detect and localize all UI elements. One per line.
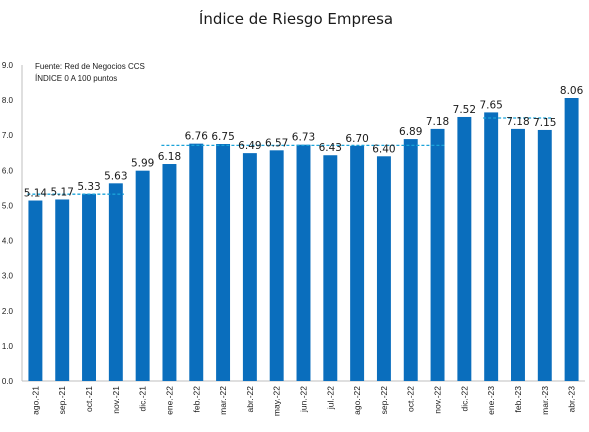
unit-note: ÍNDICE 0 A 100 puntos (35, 74, 117, 83)
x-tick-label: oct.-21 (84, 386, 94, 412)
bar (537, 129, 552, 381)
x-tick-label: mar.-23 (540, 386, 550, 415)
data-label: 7.18 (506, 116, 529, 128)
x-tick-label: oct.-22 (406, 386, 416, 412)
x-tick-label: abr.-23 (567, 386, 577, 413)
x-tick-label: ene.-22 (164, 386, 174, 415)
data-label: 5.33 (77, 181, 100, 193)
bar (189, 143, 204, 381)
source-note: Fuente: Red de Negocios CCS (35, 62, 145, 71)
x-tick-label: sep.-21 (57, 386, 67, 415)
bar (564, 98, 579, 381)
bar (296, 144, 311, 381)
data-label: 7.65 (479, 99, 502, 111)
y-tick-label: 6.0 (2, 166, 14, 175)
y-tick-label: 0.0 (2, 377, 14, 386)
bar (135, 170, 150, 381)
x-tick-label: jun.-22 (299, 386, 309, 413)
data-label: 6.49 (238, 140, 261, 152)
data-label: 7.52 (453, 104, 476, 116)
bar (162, 164, 177, 381)
y-tick-label: 7.0 (2, 131, 14, 140)
x-tick-label: ago.-21 (30, 386, 40, 415)
data-label: 7.18 (426, 116, 449, 128)
data-label: 5.17 (51, 186, 74, 198)
data-label: 6.76 (185, 131, 209, 143)
y-axis-ticks: 0.0 1.0 2.0 3.0 4.0 5.0 6.0 7.0 8.0 9.0 (2, 61, 14, 386)
data-label: 7.15 (533, 117, 556, 129)
bar (28, 200, 43, 381)
x-tick-label: jul.-22 (325, 386, 335, 410)
bar (484, 112, 499, 382)
bar (457, 116, 472, 381)
x-tick-label: abr.-22 (245, 386, 255, 413)
y-tick-label: 2.0 (2, 307, 14, 316)
y-tick-label: 8.0 (2, 96, 14, 105)
x-tick-label: feb.-23 (513, 386, 523, 413)
y-tick-label: 5.0 (2, 201, 14, 210)
x-tick-label: mar.-22 (218, 386, 228, 415)
y-tick-label: 1.0 (2, 342, 14, 351)
bar (108, 183, 123, 381)
x-tick-label: sep.-22 (379, 386, 389, 415)
x-tick-label: dic.-21 (138, 386, 148, 412)
data-label: 6.40 (372, 143, 395, 155)
data-label: 6.57 (265, 137, 288, 149)
bar (403, 139, 418, 381)
x-tick-label: ene.-23 (486, 386, 496, 415)
bar (323, 155, 338, 381)
x-tick-label: nov.-22 (433, 386, 443, 414)
bar (511, 128, 525, 381)
bar (376, 156, 391, 381)
bar (350, 145, 365, 381)
data-label: 6.70 (345, 133, 368, 145)
data-label: 5.14 (24, 188, 48, 200)
data-label: 8.06 (560, 85, 584, 97)
x-axis-ticks: ago.-21 sep.-21 oct.-21 nov.-21 dic.-21 ene.-… (30, 386, 576, 416)
bar (216, 144, 231, 381)
chart-title: Índice de Riesgo Empresa (199, 9, 393, 28)
bar (269, 150, 284, 381)
x-tick-label: feb.-22 (191, 386, 201, 413)
bar (55, 199, 70, 381)
data-label: 6.43 (319, 142, 342, 154)
bar (430, 128, 445, 381)
data-label: 5.99 (131, 158, 154, 170)
data-labels: 5.14 5.17 5.33 5.63 5.99 6.18 6.76 6.75 6.49 6.57… (24, 85, 584, 200)
data-label: 6.89 (399, 126, 422, 138)
data-label: 6.75 (211, 131, 234, 143)
average-lines (27, 117, 553, 195)
bar (242, 153, 257, 381)
x-tick-label: ago.-22 (352, 386, 362, 415)
data-label: 6.18 (158, 151, 181, 163)
x-tick-label: nov.-21 (111, 386, 121, 414)
bars (28, 98, 579, 382)
y-tick-label: 9.0 (2, 61, 14, 70)
y-tick-label: 4.0 (2, 237, 14, 246)
data-label: 5.63 (104, 170, 127, 182)
y-tick-label: 3.0 (2, 272, 14, 281)
x-tick-label: dic.-22 (459, 386, 469, 412)
data-label: 6.73 (292, 132, 315, 144)
bar (82, 193, 96, 381)
x-tick-label: may.-22 (272, 386, 282, 416)
